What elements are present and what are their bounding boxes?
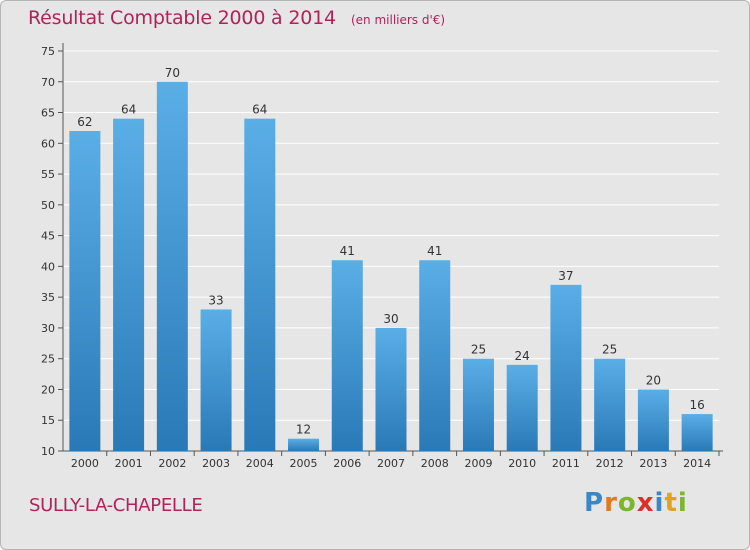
logo-letter: o	[617, 488, 637, 518]
bar-2001	[113, 118, 145, 451]
x-tick-label: 2012	[596, 457, 624, 470]
logo-letter: r	[604, 488, 618, 518]
x-tick-label: 2001	[115, 457, 143, 470]
y-tick-label: 10	[41, 445, 55, 458]
data-label-2007: 30	[383, 312, 398, 326]
y-tick-label: 20	[41, 383, 55, 396]
bar-2009	[462, 358, 494, 451]
logo-letter: i	[654, 488, 665, 518]
data-labels: 62 64 70 33 64 12 41 30 41 25 24 37 25 20 16	[77, 66, 705, 437]
data-label-2010: 24	[515, 349, 530, 363]
bar-2005	[288, 438, 320, 451]
bar-2000	[69, 131, 101, 451]
y-tick-label: 40	[41, 260, 55, 273]
data-label-2013: 20	[646, 373, 661, 387]
bar-2010	[506, 364, 538, 451]
data-label-2008: 41	[427, 244, 442, 258]
logo-letter: i	[677, 488, 688, 518]
data-label-2009: 25	[471, 343, 486, 357]
data-label-2014: 16	[689, 398, 704, 412]
y-tick-label: 35	[41, 291, 55, 304]
data-label-2004: 64	[252, 103, 267, 117]
x-tick-label: 2004	[246, 457, 274, 470]
x-tick-label: 2000	[71, 457, 99, 470]
logo-letter: t	[664, 488, 678, 518]
data-label-2000: 62	[77, 115, 92, 129]
data-label-2001: 64	[121, 103, 136, 117]
bar-2007	[375, 327, 407, 451]
x-tick-label: 2002	[158, 457, 186, 470]
chart-title: Résultat Comptable 2000 à 2014	[28, 7, 336, 29]
bar-2013	[637, 389, 669, 451]
y-tick-label: 55	[41, 168, 55, 181]
title-row: Résultat Comptable 2000 à 2014 (en milli…	[28, 7, 445, 29]
proxiti-logo[interactable]: Proxiti	[584, 488, 688, 518]
x-tick-label: 2007	[377, 457, 405, 470]
bar-2003	[200, 309, 232, 451]
data-label-2005: 12	[296, 423, 311, 437]
y-tick-label: 75	[41, 45, 55, 58]
data-label-2012: 25	[602, 343, 617, 357]
x-tick-label: 2013	[639, 457, 667, 470]
bar-2014	[681, 414, 713, 451]
logo-letter: x	[636, 488, 655, 518]
bar-2006	[331, 260, 363, 451]
y-tick-label: 70	[41, 76, 55, 89]
bar-2008	[419, 260, 451, 451]
data-label-2006: 41	[340, 244, 355, 258]
y-tick-label: 45	[41, 230, 55, 243]
x-tick-label: 2008	[421, 457, 449, 470]
y-tick-label: 65	[41, 107, 55, 120]
bar-2012	[594, 358, 626, 451]
x-tick-label: 2003	[202, 457, 230, 470]
x-tick-label: 2005	[290, 457, 318, 470]
data-label-2003: 33	[208, 293, 223, 307]
y-tick-label: 60	[41, 137, 55, 150]
bar-2011	[550, 284, 582, 451]
logo-letter: P	[584, 488, 605, 518]
bar-2004	[244, 118, 276, 451]
y-tick-label: 30	[41, 322, 55, 335]
y-tick-label: 25	[41, 353, 55, 366]
y-tick-label: 15	[41, 414, 55, 427]
x-tick-label: 2009	[464, 457, 492, 470]
chart-subtitle: (en milliers d'€)	[350, 13, 446, 27]
x-tick-label: 2006	[333, 457, 361, 470]
bars	[69, 81, 713, 452]
bar-2002	[156, 81, 188, 452]
x-tick-label: 2014	[683, 457, 711, 470]
data-label-2011: 37	[558, 269, 573, 283]
x-tick-label: 2011	[552, 457, 580, 470]
x-tick-label: 2010	[508, 457, 536, 470]
town-name: SULLY-LA-CHAPELLE	[29, 495, 203, 516]
y-tick-label: 50	[41, 199, 55, 212]
data-label-2002: 70	[165, 66, 180, 80]
